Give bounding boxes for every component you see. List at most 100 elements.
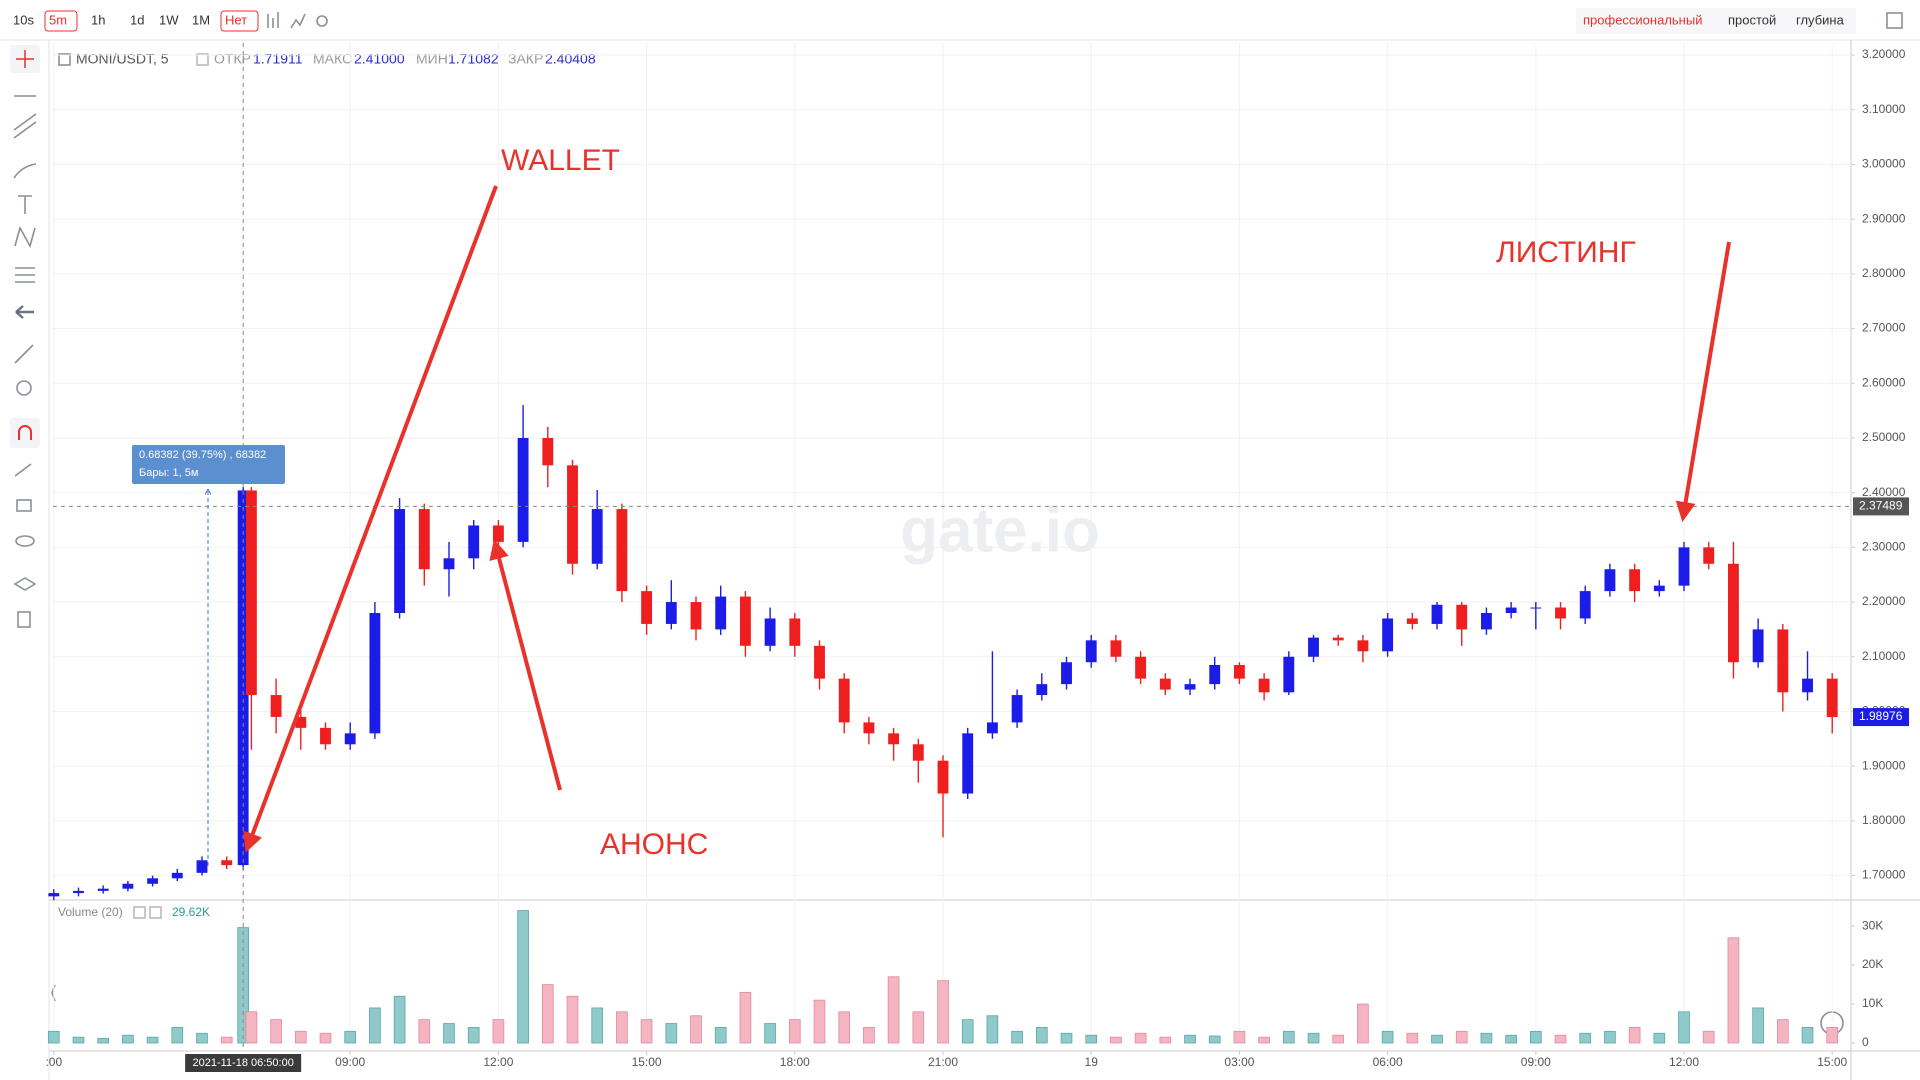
interval[interactable]: 5m [49,12,67,27]
crosshair-tool[interactable] [16,50,34,68]
plot: 2021-11-18 06:50:00 2.37489 1.98976 [47,43,1909,1072]
volume-bar [1258,1036,1270,1044]
lock-tool[interactable] [16,499,32,512]
x-tick-label: 19 [1085,1055,1099,1069]
candle-body [1061,662,1072,685]
volume-bar [665,1023,678,1044]
candle-body [418,509,430,570]
candle-body [1431,604,1443,624]
volume-bar [1134,1032,1147,1044]
channel-tool[interactable] [13,113,37,139]
y-tick-label: 3.20000 [1862,47,1906,61]
volume-bar [937,980,949,1044]
y-tick-label: 2.60000 [1862,375,1906,389]
volume-close[interactable] [149,906,162,919]
candle-body [1777,629,1789,693]
measure-box [132,445,285,484]
y-tick-label: 1.70000 [1862,868,1906,882]
annotation: WALLET [501,144,620,177]
candle-body [221,860,233,866]
interval[interactable]: 1M [192,12,210,27]
crosshair-price-box [1853,497,1909,516]
y-tick-label: 2.90000 [1862,211,1906,225]
volume-bar [1455,1030,1468,1044]
crosshair-time-box [185,1054,302,1072]
volume-bar [418,1019,431,1044]
measure-text: 0.68382 (39.75%) , 68382 [139,449,266,461]
visibility-tool[interactable] [15,535,35,547]
volume-bar [1628,1027,1641,1044]
candle-body [270,695,282,717]
candle-body [641,591,653,624]
legend-toggle[interactable] [58,53,71,66]
volume-tick-label: 30K [1862,918,1883,932]
view-option[interactable]: простой [1728,12,1776,27]
interval[interactable]: 1h [91,12,105,27]
volume-bar [517,910,529,1044]
volume-bar [1702,1030,1715,1044]
candle-body [1011,695,1023,723]
interval[interactable]: 1d [130,12,144,27]
volume-settings[interactable] [133,906,146,919]
x-tick-label: 21:00 [928,1055,958,1069]
chart-type[interactable]: Нет [225,12,247,27]
candle-body [320,727,331,745]
layers-tool[interactable] [13,577,37,591]
zoom-tool[interactable] [16,380,32,396]
interval[interactable]: 1W [159,12,179,27]
brush-tool[interactable] [13,163,37,179]
candle-icon[interactable] [267,12,279,28]
indicator-icon[interactable] [290,13,306,29]
candle-body [147,878,159,884]
volume-bar [1653,1032,1666,1044]
candle-body [1456,604,1468,630]
fib-tool[interactable] [15,267,35,283]
candle-body [443,558,455,570]
x-tick-label: 15:00 [632,1055,662,1069]
trash-tool[interactable] [17,611,31,628]
interval[interactable]: 10s [13,12,34,27]
text-tool[interactable] [18,195,32,214]
symbol: MONI/USDT, 5 [76,51,169,67]
y-tick-label: 1.80000 [1862,813,1906,827]
volume-bar [616,1011,628,1044]
close-label: ЗАКР [508,51,543,67]
ruler-tool[interactable] [14,344,34,364]
y-tick-label: 2.50000 [1862,430,1906,444]
volume-bar [393,995,406,1044]
magnet-tool[interactable] [18,425,32,440]
volume-bar [1381,1030,1394,1044]
measure-bars: Бары: 1, 5м [139,467,198,479]
volume-bar [591,1007,604,1044]
volume-bar [1208,1035,1221,1044]
volume-bar [1282,1030,1295,1044]
lock-draw-tool[interactable] [14,463,32,477]
settings-icon[interactable] [316,15,328,27]
volume-bar [566,995,579,1044]
volume-bar [1579,1032,1592,1044]
candle-body [1480,613,1492,630]
volume-bar [1752,1007,1764,1044]
candle-body [1727,563,1739,663]
view-option[interactable]: профессиональный [1583,12,1702,27]
volume-bar [1060,1032,1073,1044]
volume-bar [467,1027,480,1044]
candle-body [863,722,875,734]
volume-bar [1159,1036,1172,1044]
volume-bar [1184,1034,1196,1044]
grid: 1.700001.800001.900002.000002.100002.200… [45,43,1906,1069]
fullscreen-icon[interactable] [1886,12,1903,29]
candle-body [1308,637,1319,657]
volume-bar [1505,1034,1517,1044]
candle-body [1826,678,1838,718]
x-tick-label: 12:00 [1669,1055,1699,1069]
pattern-tool[interactable] [14,225,36,249]
view-option[interactable]: глубина [1796,12,1845,27]
candle-body [1752,629,1764,663]
back-tool[interactable] [15,305,34,319]
candle-body [1629,569,1641,592]
volume-bar [813,999,826,1044]
candle-body [1555,607,1566,619]
legend-settings[interactable] [196,53,209,66]
volume-bar [72,1036,85,1044]
